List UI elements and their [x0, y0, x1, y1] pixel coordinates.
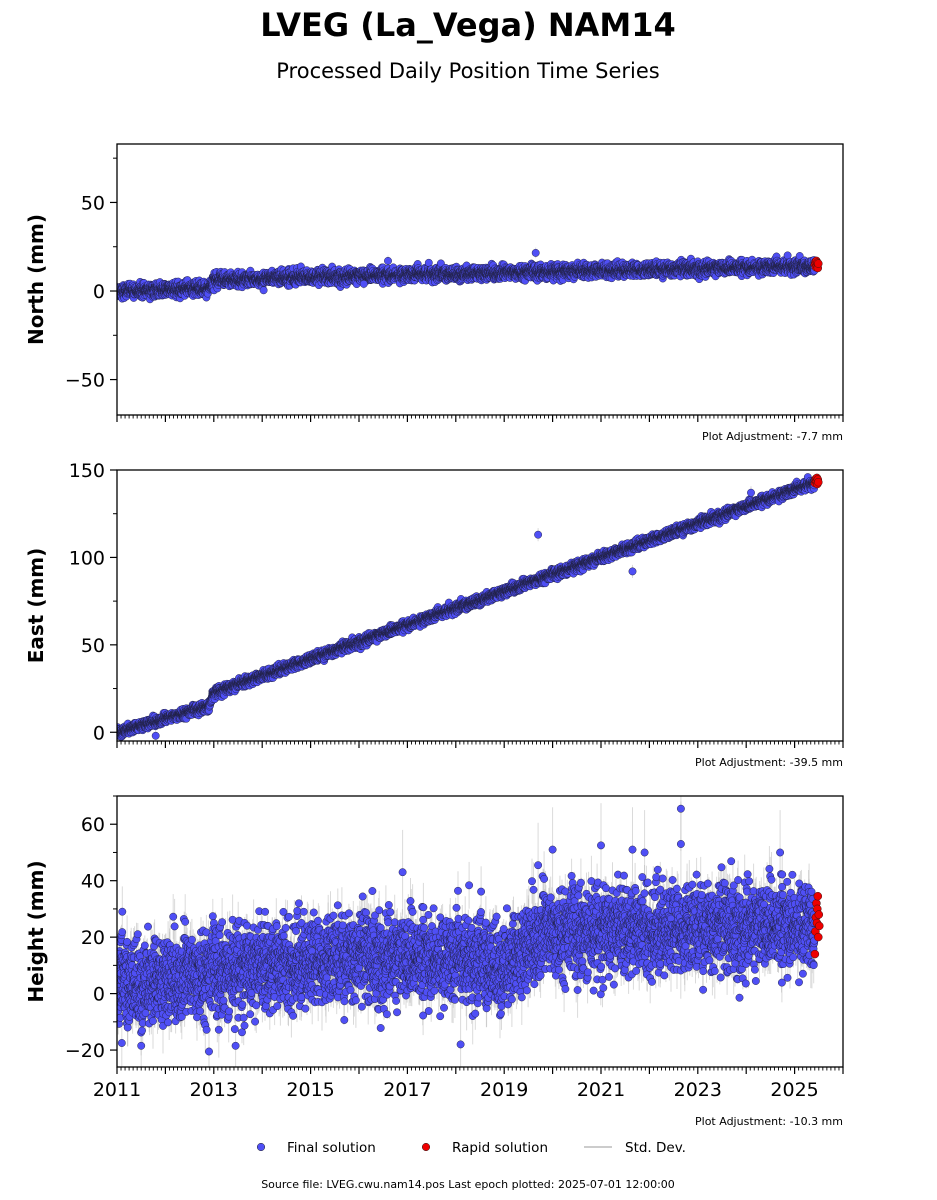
chart-title: LVEG (La_Vega) NAM14: [260, 6, 676, 44]
final-solution-points: [117, 248, 819, 304]
plot-area: [117, 247, 823, 304]
chart-subtitle: Processed Daily Position Time Series: [276, 59, 660, 83]
final-solution-point: [259, 286, 268, 295]
